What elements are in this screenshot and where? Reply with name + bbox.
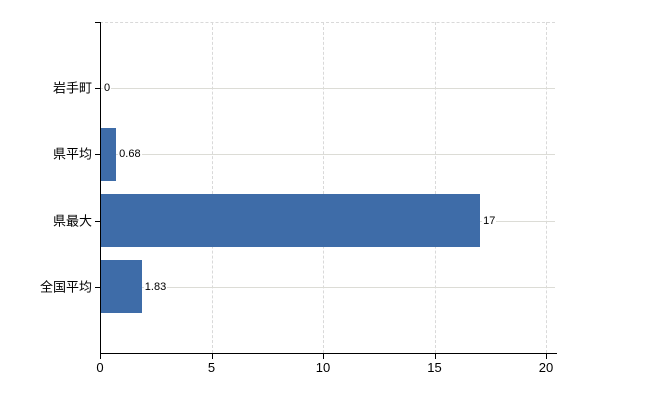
x-axis-label-5: 5: [207, 360, 216, 375]
gridline-x15: [434, 22, 436, 353]
category-label-pref-max: 県最大: [52, 213, 92, 229]
bar-pref-average: [101, 128, 117, 181]
x-axis-line: [100, 353, 557, 354]
x-axis-tick: [546, 354, 547, 359]
bar-pref-max: [101, 194, 481, 247]
x-axis-tick: [100, 354, 101, 359]
x-axis-label-15: 15: [427, 360, 442, 375]
y-axis-tick: [95, 22, 100, 23]
y-axis-line: [100, 22, 101, 354]
gridline-x10: [323, 22, 324, 353]
x-axis-label-20: 20: [538, 360, 554, 375]
x-axis-tick: [323, 354, 324, 359]
row-line: [101, 154, 555, 155]
x-axis-label-0: 0: [96, 360, 104, 375]
x-axis-tick: [211, 354, 213, 359]
category-label-pref-average: 県平均: [52, 146, 92, 162]
gridline-x5: [211, 22, 213, 353]
y-axis-tick: [95, 88, 100, 89]
value-label-iwate-town: 0: [103, 82, 112, 94]
value-label-pref-max: 17: [482, 215, 497, 227]
y-axis-tick: [95, 221, 100, 222]
bar-national-average: [101, 260, 142, 313]
y-axis-tick: [95, 154, 100, 155]
x-axis-tick: [434, 354, 436, 359]
value-label-national-average: 1.83: [143, 281, 168, 293]
value-label-pref-average: 0.68: [118, 148, 142, 160]
row-line: [101, 88, 555, 89]
category-label-iwate-town: 岩手町: [52, 80, 92, 96]
gridline-x20: [546, 22, 547, 353]
plot-top-border: [100, 22, 555, 23]
x-axis-label-10: 10: [315, 360, 331, 375]
category-label-national-average: 全国平均: [39, 279, 92, 295]
row-line: [101, 287, 555, 288]
y-axis-tick: [95, 287, 100, 288]
plot-area: 0 0.68 17 1.83: [95, 22, 557, 359]
